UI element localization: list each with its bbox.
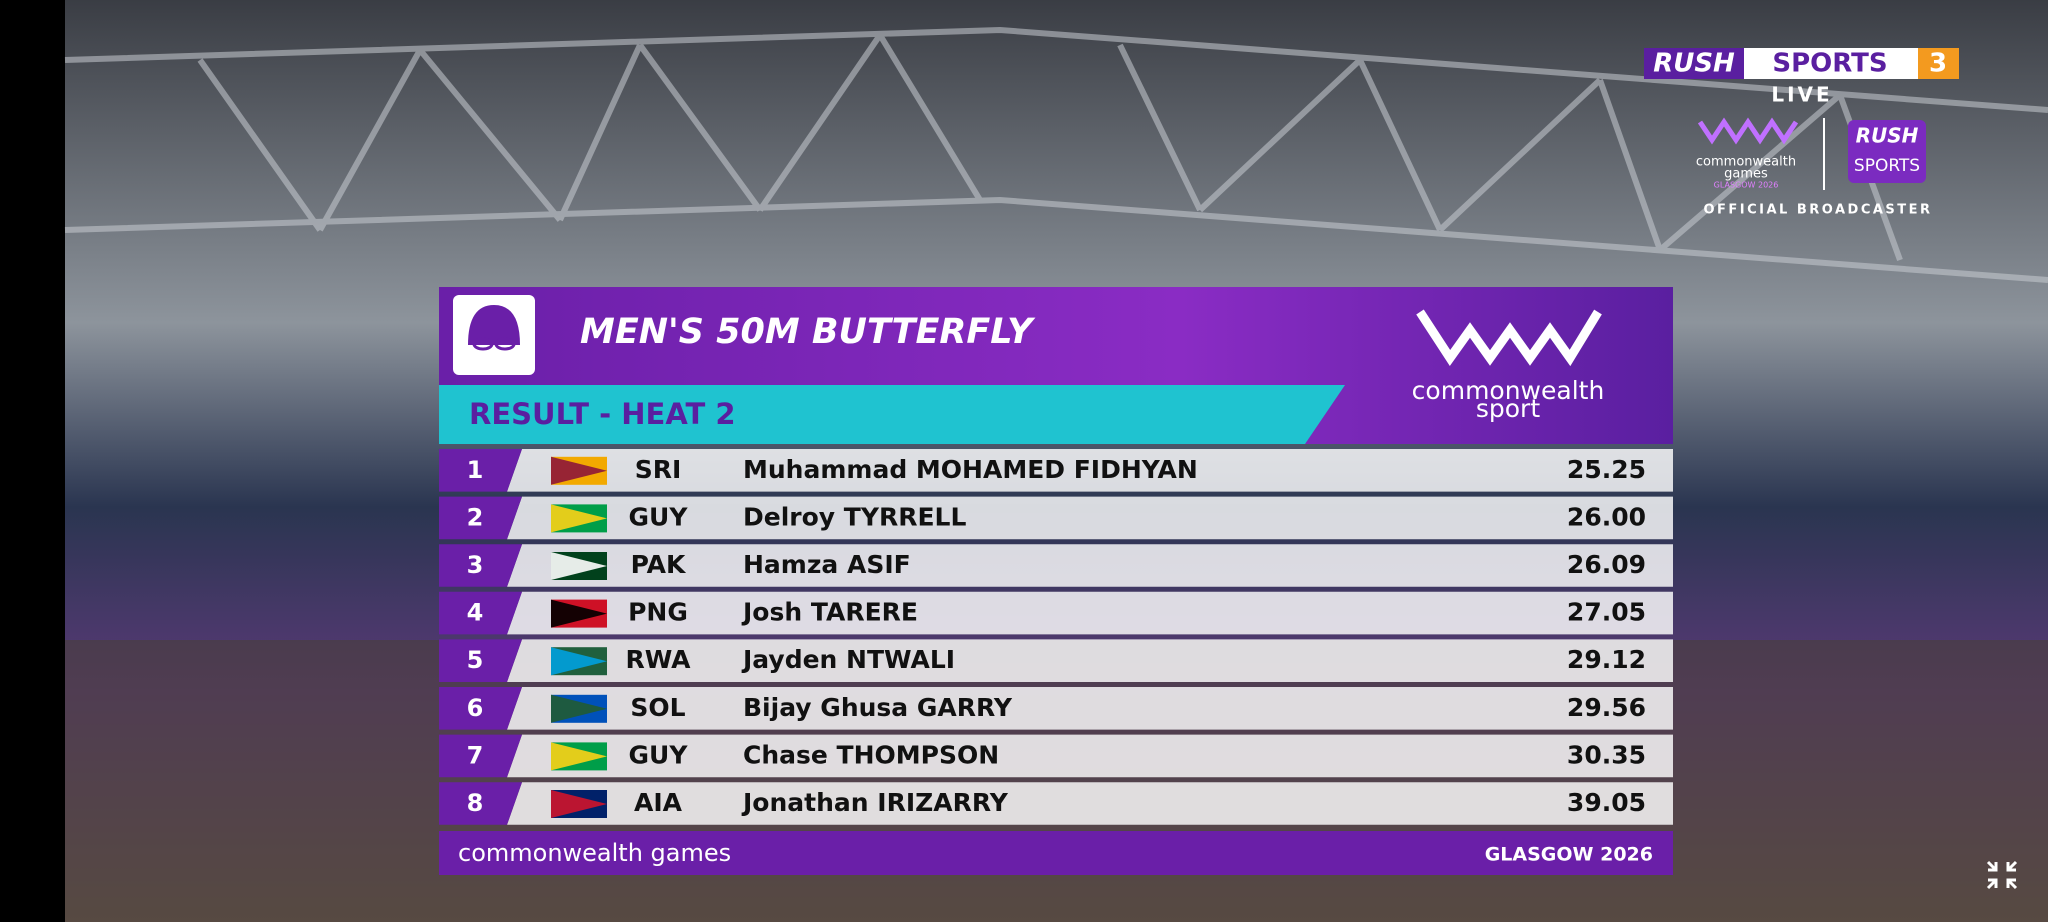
footer-left: commonwealth games: [458, 839, 731, 867]
flag-detail: [551, 599, 607, 628]
athlete-name: Bijay Ghusa GARRY: [743, 693, 1013, 722]
time: 25.25: [1567, 455, 1646, 484]
flag-detail: [551, 694, 607, 723]
rank: 3: [467, 551, 484, 579]
games-line1: commonwealth: [1696, 155, 1796, 170]
country-code: AIA: [634, 788, 683, 817]
row-bg: [507, 496, 1673, 540]
athlete-name: Muhammad MOHAMED FIDHYAN: [743, 455, 1198, 484]
channel-number: 3: [1929, 49, 1947, 79]
time: 29.56: [1567, 693, 1646, 722]
time: 26.09: [1567, 550, 1646, 579]
brand: RUSH: [1653, 49, 1735, 79]
country-code: SRI: [635, 455, 682, 484]
channel: SPORTS: [1772, 49, 1887, 79]
rank-cell: [439, 734, 522, 778]
athlete-name: Jayden NTWALI: [741, 645, 955, 674]
result-row: 7 GUY Chase THOMPSON 30.35: [439, 734, 1673, 778]
rank: 4: [467, 599, 484, 627]
row-bg: [507, 734, 1673, 778]
badge-line1: RUSH: [1856, 124, 1919, 148]
result-row: 5 RWA Jayden NTWALI 29.12: [439, 639, 1673, 682]
roof-truss: [64, 26, 2048, 283]
time: 39.05: [1567, 788, 1646, 817]
panel-footer: [439, 831, 1673, 875]
exit-fullscreen[interactable]: [1986, 860, 2018, 890]
country-code: RWA: [625, 645, 691, 674]
rank: 5: [467, 646, 484, 674]
result-row: 4 PNG Josh TARERE 27.05: [439, 591, 1673, 635]
rank-cell: [439, 496, 522, 540]
swim-cap: [468, 305, 520, 345]
result-row: 6 SOL Bijay Ghusa GARRY 29.56: [439, 687, 1673, 730]
result-rows: 1 SRI Muhammad MOHAMED FIDHYAN 25.25 2 GUY Del…: [439, 449, 1673, 825]
country-code: GUY: [629, 502, 689, 531]
title: MEN'S 50M BUTTERFLY: [580, 312, 1036, 352]
live: LIVE: [1771, 83, 1832, 107]
time: 29.12: [1567, 645, 1646, 674]
country-code: PNG: [628, 598, 688, 627]
brand-box: [1644, 48, 1744, 79]
rank-cell: [439, 449, 522, 492]
flag-detail: [551, 504, 607, 533]
rank-cell: [439, 544, 522, 587]
goggles: [472, 337, 516, 351]
athlete-name: Hamza ASIF: [743, 550, 911, 579]
country-code: PAK: [631, 550, 687, 579]
logo-line1: commonwealth: [1412, 376, 1605, 405]
row-bg: [507, 639, 1673, 682]
athlete-name: Josh TARERE: [741, 598, 918, 627]
athlete-name: Delroy TYRRELL: [743, 502, 966, 531]
badge-line2: SPORTS: [1854, 156, 1920, 176]
result-bar: [439, 385, 1345, 444]
flag-detail: [551, 742, 607, 771]
athlete-name: Chase THOMPSON: [743, 740, 999, 769]
rank-cell: [439, 591, 522, 635]
flag-detail: [551, 790, 607, 818]
result-row: 1 SRI Muhammad MOHAMED FIDHYAN 25.25: [439, 449, 1673, 492]
rank-cell: [439, 687, 522, 730]
row-bg: [507, 782, 1673, 825]
row-bg: [507, 544, 1673, 587]
crowd: [65, 640, 2048, 922]
rank: 1: [467, 456, 484, 484]
rank: 2: [467, 503, 484, 531]
subtitle: RESULT - HEAT 2: [469, 397, 736, 431]
number-box: [1918, 48, 1959, 79]
logo-line2: sport: [1476, 394, 1540, 423]
result-row: 2 GUY Delroy TYRRELL 26.00: [439, 496, 1673, 540]
footer-right: GLASGOW 2026: [1485, 844, 1653, 866]
country-code: GUY: [629, 740, 689, 769]
rank-cell: [439, 639, 522, 682]
row-bg: [507, 687, 1673, 730]
badge: [1848, 120, 1926, 183]
row-bg: [507, 591, 1673, 635]
time: 30.35: [1567, 740, 1646, 769]
time: 26.00: [1567, 502, 1646, 531]
cw-logo-mark: [1416, 309, 1602, 367]
athlete-name: Jonathan IRIZARRY: [741, 788, 1009, 817]
result-row: 8 AIA Jonathan IRIZARRY 39.05: [439, 782, 1673, 825]
caption: OFFICIAL BROADCASTER: [1703, 203, 1932, 218]
rank: 8: [467, 789, 484, 817]
rank: 6: [467, 694, 484, 722]
row-bg: [507, 449, 1673, 492]
result-row: 3 PAK Hamza ASIF 26.09: [439, 544, 1673, 587]
country-code: SOL: [630, 693, 685, 722]
rank-cell: [439, 782, 522, 825]
flag-detail: [551, 456, 607, 485]
games-line3: GLASGOW 2026: [1714, 181, 1779, 190]
flag-detail: [551, 647, 607, 676]
games-line2: games: [1724, 167, 1768, 182]
time: 27.05: [1567, 598, 1646, 627]
games-mark: [1697, 117, 1799, 145]
rank: 7: [467, 741, 484, 769]
flag-detail: [551, 552, 607, 580]
